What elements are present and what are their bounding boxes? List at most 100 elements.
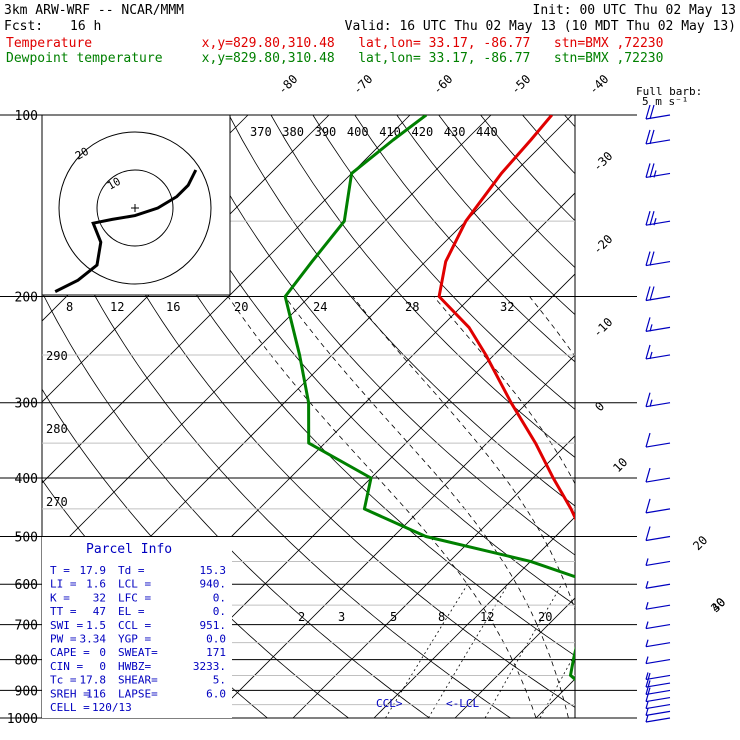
parcel-row-left-label: Tc = bbox=[50, 674, 77, 687]
wind-barb-full bbox=[645, 526, 651, 541]
wind-barb-full bbox=[645, 129, 651, 145]
pressure-label: 800 bbox=[15, 654, 38, 669]
barb-legend-line2: 5 m s⁻¹ bbox=[642, 95, 688, 108]
parcel-row-right-label: SWEAT= bbox=[118, 646, 158, 659]
wind-barb-staff bbox=[645, 583, 671, 589]
hodograph-ring-10 bbox=[96, 169, 174, 247]
parcel-row-left-value: 1.6 bbox=[86, 578, 106, 591]
wind-barb bbox=[645, 317, 671, 332]
wind-barb-full bbox=[649, 211, 655, 226]
theta-label: 390 bbox=[315, 125, 337, 139]
wind-barb-staff bbox=[645, 535, 671, 542]
theta-label: 420 bbox=[412, 125, 434, 139]
wind-barb bbox=[645, 129, 671, 145]
hodograph-speed-label: 20 bbox=[234, 300, 248, 314]
hodograph-speed-label: 8 bbox=[66, 300, 73, 314]
hodograph-speed-label: 16 bbox=[166, 300, 180, 314]
pressure-label: 700 bbox=[15, 619, 38, 634]
parcel-row-left-value: 120/13 bbox=[92, 701, 132, 714]
isotherm-line bbox=[42, 115, 411, 484]
parcel-info-panel: Parcel Info T = 17.9 Td = 15.3 LI = 1.6 LCL = 9… bbox=[42, 537, 232, 718]
theta-side-label: 270 bbox=[46, 495, 68, 509]
hodograph-speed-label: 32 bbox=[500, 300, 514, 314]
dry-adiabat-line bbox=[648, 115, 740, 718]
dry-adiabat-line bbox=[606, 115, 740, 718]
wind-barb-full bbox=[645, 163, 651, 178]
isotherm-label: -10 bbox=[590, 315, 615, 340]
parcel-row-right-value: 3233. bbox=[193, 660, 226, 673]
hodograph-speed-label: 28 bbox=[405, 300, 419, 314]
init-time: Init: 00 UTC Thu 02 May 13 bbox=[533, 3, 737, 18]
mixing-ratio-label: 12 bbox=[480, 610, 494, 624]
model-title: 3km ARW-WRF -- NCAR/MMM bbox=[4, 3, 184, 18]
moist-adiabat-line bbox=[633, 297, 702, 719]
wind-barb-half bbox=[645, 639, 649, 647]
isotherm-label: 0 bbox=[592, 399, 607, 414]
theta-side-label: 290 bbox=[46, 349, 68, 363]
moist-adiabat-line bbox=[227, 296, 537, 718]
wind-barb-staff bbox=[645, 642, 671, 648]
wind-barb-half bbox=[653, 170, 657, 178]
wind-barb bbox=[645, 163, 671, 179]
parcel-row-left-label: TT = bbox=[50, 605, 77, 618]
ccl-marker: CCL> bbox=[376, 697, 403, 710]
temperature-trace bbox=[437, 115, 575, 522]
isotherm-line bbox=[454, 597, 575, 718]
mixing-ratio-line bbox=[428, 583, 509, 718]
wind-barb-half bbox=[645, 714, 649, 723]
wind-barb-half bbox=[653, 218, 657, 226]
moist-adiabat-line bbox=[352, 296, 575, 611]
wind-barb-staff bbox=[645, 658, 671, 665]
wind-barb bbox=[645, 687, 671, 703]
wind-barb bbox=[645, 344, 671, 360]
isotherm-line bbox=[42, 115, 492, 565]
parcel-row-right-label: SHEAR= bbox=[118, 674, 158, 687]
wind-barb-half bbox=[645, 558, 649, 566]
wind-barb-staff bbox=[645, 696, 671, 703]
wind-barb-full bbox=[649, 251, 655, 266]
forecast-hour: 16 h bbox=[70, 19, 101, 34]
dewpoint-trace bbox=[283, 115, 575, 682]
pressure-label: 600 bbox=[15, 578, 38, 593]
isotherm-line bbox=[373, 516, 575, 718]
barb-legend-line1: Full barb: bbox=[636, 85, 702, 98]
wind-barb-full bbox=[645, 286, 651, 301]
wind-barb-full bbox=[649, 163, 655, 178]
wind-barb-staff bbox=[645, 703, 671, 710]
isotherm-line bbox=[292, 435, 575, 718]
wind-barb bbox=[645, 558, 671, 567]
parcel-row-left-value: 1.5 bbox=[86, 619, 106, 632]
wind-barb-staff bbox=[645, 624, 671, 630]
valid-time: Valid: 16 UTC Thu 02 May 13 (10 MDT Thu … bbox=[345, 19, 736, 34]
hodograph-ring-20 bbox=[58, 131, 212, 285]
mixing-ratio-line bbox=[484, 583, 563, 718]
parcel-row-right-label: HWBZ= bbox=[118, 660, 151, 673]
pressure-label: 300 bbox=[15, 397, 38, 412]
isotherm-line bbox=[535, 678, 575, 718]
wind-barb-full bbox=[649, 129, 655, 145]
wind-barb bbox=[645, 432, 671, 448]
isotherm-label: 10 bbox=[610, 455, 630, 475]
dry-adiabat-line bbox=[312, 115, 575, 410]
parcel-row-right-value: 5. bbox=[213, 674, 226, 687]
wind-barb bbox=[645, 639, 671, 648]
theta-label: 410 bbox=[379, 125, 401, 139]
dry-adiabat-line bbox=[396, 115, 575, 316]
parcel-row-left-label: T = bbox=[50, 564, 70, 577]
wind-barb-half bbox=[645, 672, 649, 680]
isotherm-label: 20 bbox=[690, 533, 710, 553]
wind-barb-full bbox=[645, 467, 651, 483]
temperature-legend: Temperature x,y=829.80,310.48 lat,lon= 3… bbox=[6, 36, 663, 51]
isotherm-label: -70 bbox=[350, 72, 375, 97]
parcel-row-right-label: CCL = bbox=[118, 619, 151, 632]
wind-barb bbox=[645, 708, 671, 716]
wind-barb bbox=[645, 211, 671, 226]
hodograph-speed-label: 12 bbox=[110, 300, 124, 314]
theta-label: 440 bbox=[476, 125, 498, 139]
wind-barb bbox=[645, 656, 671, 665]
parcel-row-left-value: 47 bbox=[93, 605, 106, 618]
wind-barb bbox=[645, 526, 671, 542]
parcel-row-right-label: LCL = bbox=[118, 578, 151, 591]
wind-barb-staff bbox=[645, 604, 671, 610]
